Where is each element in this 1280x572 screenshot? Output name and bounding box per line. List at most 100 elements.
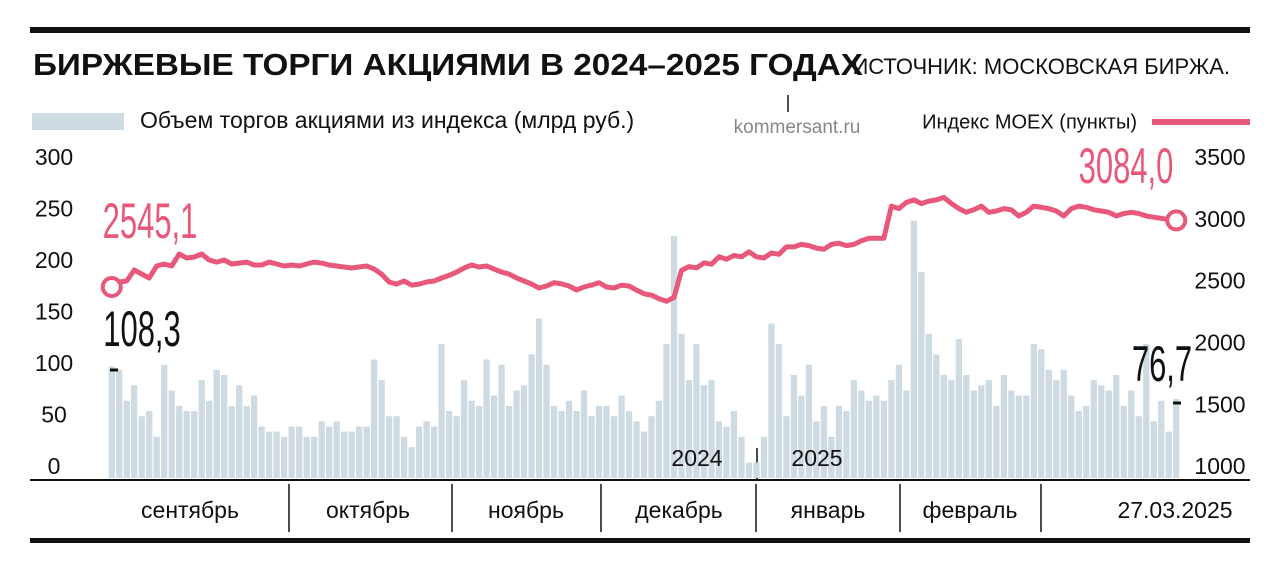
- bar: [138, 416, 145, 478]
- bar: [1158, 400, 1165, 478]
- bar: [378, 380, 385, 478]
- bar: [573, 411, 580, 478]
- bar: [655, 400, 663, 478]
- y2-tick-label: 2000: [1194, 329, 1245, 355]
- bar: [1173, 398, 1180, 478]
- bar: [438, 344, 445, 478]
- bar: [543, 364, 550, 478]
- bar: [311, 436, 318, 478]
- bar: [1143, 344, 1150, 478]
- y-tick-label: 250: [35, 196, 73, 222]
- bar: [423, 421, 430, 478]
- bar: [1053, 380, 1060, 478]
- y-tick-label: 200: [35, 247, 73, 273]
- bar: [355, 426, 363, 478]
- bar: [513, 390, 520, 478]
- bar: [850, 380, 858, 478]
- bar: [903, 390, 910, 478]
- bar: [618, 395, 625, 478]
- bar: [865, 400, 873, 478]
- bar: [273, 431, 280, 478]
- bar: [895, 364, 903, 478]
- bar: [970, 390, 977, 478]
- month-label: февраль: [923, 497, 1018, 523]
- bar: [296, 426, 303, 478]
- bar: [745, 462, 753, 478]
- bar: [370, 359, 378, 478]
- bar: [648, 416, 655, 478]
- bar: [880, 400, 888, 478]
- y-tick-label: 100: [35, 350, 73, 376]
- bar: [768, 323, 775, 478]
- bar: [243, 405, 250, 478]
- bar: [783, 416, 790, 478]
- bar: [715, 421, 723, 478]
- bar: [955, 338, 963, 478]
- bar: [1150, 421, 1157, 478]
- bar: [580, 390, 588, 478]
- bar: [948, 380, 955, 478]
- bar: [1113, 375, 1120, 478]
- bar: [678, 333, 685, 478]
- bar: [1165, 431, 1172, 478]
- bar: [1023, 395, 1030, 478]
- bar: [528, 354, 535, 478]
- end-marker: [100, 276, 123, 299]
- bar: [340, 431, 348, 478]
- bar: [318, 421, 325, 478]
- bar: [1060, 369, 1067, 478]
- annotation: 3084,0: [1079, 138, 1174, 194]
- bar: [700, 385, 708, 478]
- bar: [333, 421, 340, 478]
- bar: [228, 405, 235, 478]
- year-label: 2025: [791, 445, 842, 471]
- legend-label: Объем торгов акциями из индекса (млрд ру…: [140, 107, 634, 133]
- bar: [183, 411, 190, 478]
- bar: [505, 405, 513, 478]
- bar: [206, 400, 213, 478]
- bar: [588, 416, 595, 478]
- y-tick-label: 50: [41, 402, 67, 428]
- annotation: 108,3: [103, 301, 181, 357]
- chart-title: БИРЖЕВЫЕ ТОРГИ АКЦИЯМИ В 2024–2025 ГОДАХ: [33, 47, 863, 82]
- bar: [281, 436, 288, 478]
- bar: [153, 436, 160, 478]
- bar: [415, 426, 423, 478]
- bar: [1083, 405, 1090, 478]
- bar: [1128, 390, 1135, 478]
- bar: [1135, 416, 1142, 478]
- bar: [1105, 390, 1112, 478]
- bar: [400, 436, 408, 478]
- bottom-rule: [30, 538, 1250, 543]
- bar: [176, 405, 183, 478]
- bar: [475, 405, 483, 478]
- bar: [640, 431, 648, 478]
- bar: [993, 405, 1000, 478]
- bar: [1120, 405, 1127, 478]
- bar: [131, 385, 138, 478]
- bar: [558, 411, 565, 478]
- bar: [1015, 395, 1022, 478]
- bar: [460, 380, 468, 478]
- bar: [363, 426, 370, 478]
- legend-swatch: [32, 113, 124, 130]
- source: ИСТОЧНИК: МОСКОВСКАЯ БИРЖА.: [852, 54, 1230, 79]
- bar: [161, 364, 168, 478]
- bar: [483, 359, 490, 478]
- bar: [535, 318, 543, 478]
- bar: [910, 220, 918, 478]
- bar: [520, 385, 528, 478]
- y2-tick-label: 1500: [1194, 391, 1245, 417]
- month-label: январь: [791, 497, 866, 523]
- bar: [1030, 344, 1037, 478]
- bar: [603, 405, 610, 478]
- bar: [385, 416, 393, 478]
- bar: [963, 375, 970, 478]
- y-tick-label: 150: [35, 299, 73, 325]
- bar: [775, 344, 783, 478]
- bar: [1068, 395, 1075, 478]
- bar: [1000, 375, 1007, 478]
- top-rule: [30, 27, 1250, 33]
- bar: [888, 380, 895, 478]
